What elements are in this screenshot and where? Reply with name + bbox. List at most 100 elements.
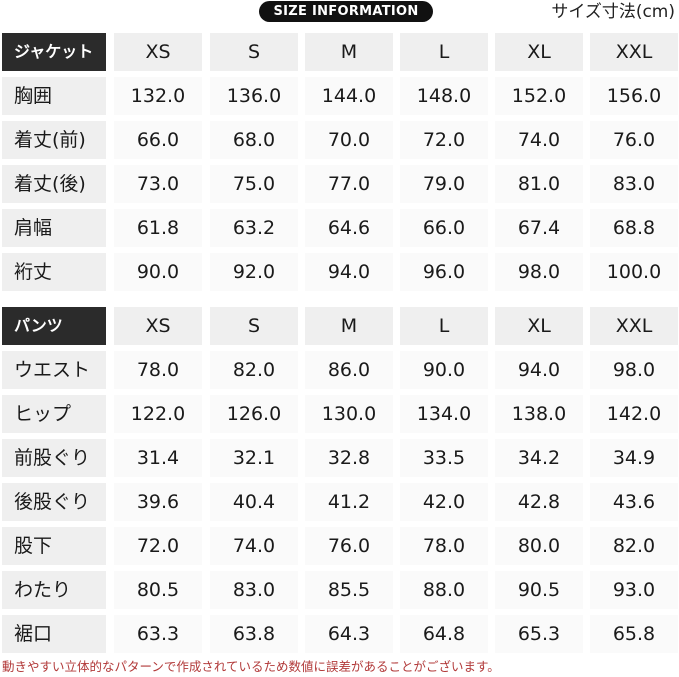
value-cell: 74.0: [495, 121, 583, 159]
row-label: わたり: [2, 571, 106, 609]
value-cell: 65.3: [495, 615, 583, 653]
row-label: 裾口: [2, 615, 106, 653]
value-cell: 42.0: [400, 483, 488, 521]
value-cell: 65.8: [590, 615, 678, 653]
value-cell: 63.2: [210, 209, 298, 247]
value-cell: 72.0: [400, 121, 488, 159]
value-cell: 68.0: [210, 121, 298, 159]
size-information-banner: SIZE INFORMATION: [259, 1, 433, 22]
size-header-l: L: [400, 33, 488, 71]
value-cell: 64.3: [305, 615, 393, 653]
size-header-s: S: [210, 307, 298, 345]
value-cell: 32.1: [210, 439, 298, 477]
value-cell: 64.6: [305, 209, 393, 247]
value-cell: 72.0: [114, 527, 202, 565]
value-cell: 156.0: [590, 77, 678, 115]
row-label: ヒップ: [2, 395, 106, 433]
value-cell: 148.0: [400, 77, 488, 115]
value-cell: 68.8: [590, 209, 678, 247]
value-cell: 76.0: [590, 121, 678, 159]
row-label: 股下: [2, 527, 106, 565]
row-label: 肩幅: [2, 209, 106, 247]
row-label: 後股ぐり: [2, 483, 106, 521]
value-cell: 144.0: [305, 77, 393, 115]
value-cell: 134.0: [400, 395, 488, 433]
value-cell: 78.0: [400, 527, 488, 565]
size-header-s: S: [210, 33, 298, 71]
row-label: 胸囲: [2, 77, 106, 115]
value-cell: 98.0: [590, 351, 678, 389]
row-label: ウエスト: [2, 351, 106, 389]
value-cell: 75.0: [210, 165, 298, 203]
value-cell: 86.0: [305, 351, 393, 389]
value-cell: 34.9: [590, 439, 678, 477]
value-cell: 100.0: [590, 253, 678, 291]
row-label: 着丈(前): [2, 121, 106, 159]
value-cell: 40.4: [210, 483, 298, 521]
value-cell: 42.8: [495, 483, 583, 521]
value-cell: 94.0: [305, 253, 393, 291]
row-label: 裄丈: [2, 253, 106, 291]
value-cell: 83.0: [590, 165, 678, 203]
section-header-label: パンツ: [2, 307, 106, 345]
value-cell: 142.0: [590, 395, 678, 433]
value-cell: 74.0: [210, 527, 298, 565]
value-cell: 33.5: [400, 439, 488, 477]
value-cell: 63.3: [114, 615, 202, 653]
value-cell: 61.8: [114, 209, 202, 247]
value-cell: 73.0: [114, 165, 202, 203]
value-cell: 152.0: [495, 77, 583, 115]
size-header-l: L: [400, 307, 488, 345]
value-cell: 98.0: [495, 253, 583, 291]
value-cell: 96.0: [400, 253, 488, 291]
value-cell: 80.0: [495, 527, 583, 565]
size-header-m: M: [305, 307, 393, 345]
value-cell: 88.0: [400, 571, 488, 609]
value-cell: 77.0: [305, 165, 393, 203]
value-cell: 126.0: [210, 395, 298, 433]
value-cell: 81.0: [495, 165, 583, 203]
value-cell: 82.0: [210, 351, 298, 389]
value-cell: 138.0: [495, 395, 583, 433]
value-cell: 80.5: [114, 571, 202, 609]
value-cell: 43.6: [590, 483, 678, 521]
value-cell: 70.0: [305, 121, 393, 159]
value-cell: 64.8: [400, 615, 488, 653]
value-cell: 83.0: [210, 571, 298, 609]
value-cell: 90.5: [495, 571, 583, 609]
value-cell: 34.2: [495, 439, 583, 477]
value-cell: 66.0: [400, 209, 488, 247]
value-cell: 78.0: [114, 351, 202, 389]
value-cell: 132.0: [114, 77, 202, 115]
value-cell: 76.0: [305, 527, 393, 565]
value-cell: 82.0: [590, 527, 678, 565]
value-cell: 85.5: [305, 571, 393, 609]
value-cell: 66.0: [114, 121, 202, 159]
value-cell: 63.8: [210, 615, 298, 653]
row-label: 前股ぐり: [2, 439, 106, 477]
value-cell: 93.0: [590, 571, 678, 609]
value-cell: 94.0: [495, 351, 583, 389]
value-cell: 41.2: [305, 483, 393, 521]
size-header-xxl: XXL: [590, 33, 678, 71]
size-header-m: M: [305, 33, 393, 71]
measurement-note: 動きやすい立体的なパターンで作成されているため数値に誤差があることがございます。: [2, 659, 500, 674]
size-header-xl: XL: [495, 307, 583, 345]
value-cell: 39.6: [114, 483, 202, 521]
size-header-xs: XS: [114, 33, 202, 71]
value-cell: 90.0: [114, 253, 202, 291]
section-header-label: ジャケット: [2, 33, 106, 71]
value-cell: 90.0: [400, 351, 488, 389]
value-cell: 32.8: [305, 439, 393, 477]
value-cell: 67.4: [495, 209, 583, 247]
row-label: 着丈(後): [2, 165, 106, 203]
size-header-xxl: XXL: [590, 307, 678, 345]
size-header-xl: XL: [495, 33, 583, 71]
unit-label: サイズ寸法(cm): [551, 2, 675, 22]
value-cell: 130.0: [305, 395, 393, 433]
size-header-xs: XS: [114, 307, 202, 345]
value-cell: 122.0: [114, 395, 202, 433]
value-cell: 79.0: [400, 165, 488, 203]
value-cell: 136.0: [210, 77, 298, 115]
value-cell: 31.4: [114, 439, 202, 477]
